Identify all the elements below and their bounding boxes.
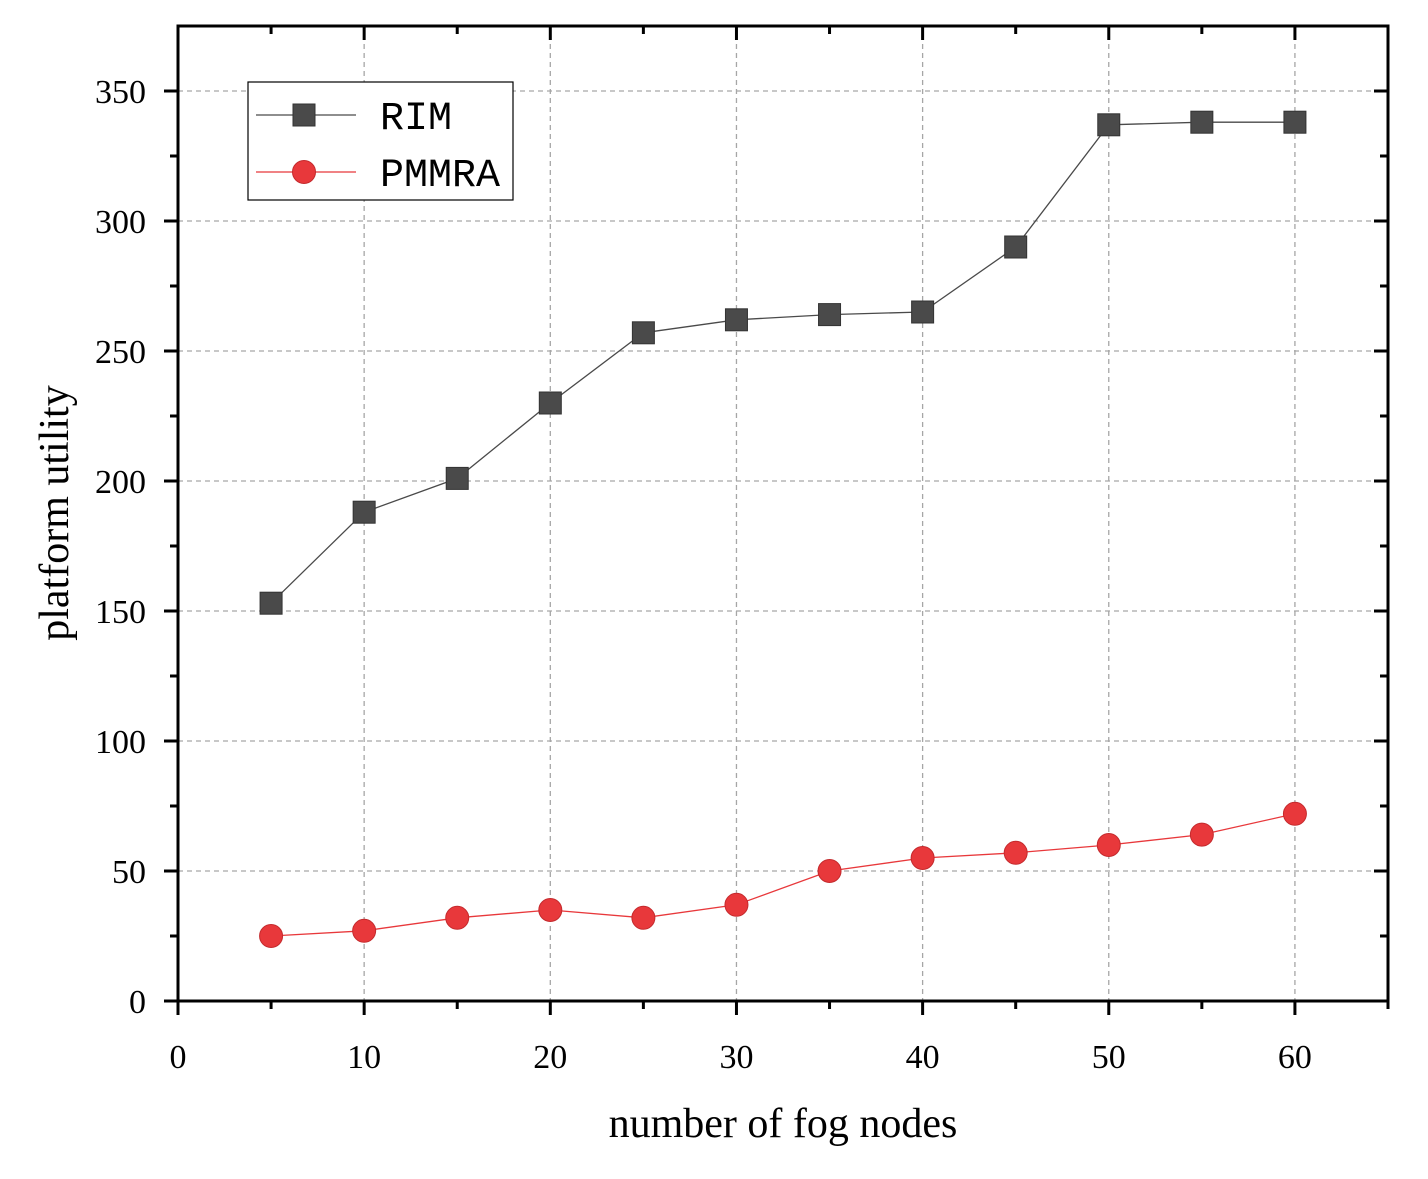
data-point-pmmra — [1189, 822, 1214, 847]
data-point-rim — [352, 500, 376, 524]
x-tick-label: 10 — [347, 1039, 381, 1076]
series-line-rim — [270, 121, 1295, 604]
data-point-rim — [445, 466, 469, 490]
axis-layer: 0 10 20 30 40 50 60 0 50 100 150 200 250 300 350 — [95, 26, 1390, 1076]
legend-marker-rim — [292, 103, 316, 127]
y-tick-label: 300 — [95, 204, 146, 241]
data-point-pmmra — [724, 892, 749, 917]
data-point-pmmra — [1096, 833, 1121, 857]
data-point-rim — [631, 321, 655, 345]
data-point-pmmra — [817, 859, 842, 883]
y-tick-label: 100 — [95, 724, 146, 761]
y-tick-label: 250 — [95, 334, 146, 371]
series-layer — [259, 110, 1307, 948]
data-point-pmmra — [445, 905, 470, 930]
y-axis-label: platform utility — [32, 385, 78, 640]
data-point-rim — [1190, 110, 1214, 134]
data-point-rim — [911, 300, 935, 324]
y-tick-label: 0 — [129, 984, 146, 1021]
data-point-pmmra — [1003, 840, 1028, 865]
plot-frame — [176, 24, 1390, 1003]
x-tick-label: 50 — [1092, 1039, 1126, 1076]
grid-layer — [178, 26, 1388, 1001]
legend-marker-pmmra — [292, 160, 316, 184]
x-tick-label: 20 — [533, 1039, 567, 1076]
y-tick-label: 350 — [95, 74, 146, 111]
data-point-pmmra — [1282, 801, 1307, 826]
data-point-pmmra — [538, 898, 563, 922]
data-point-rim — [724, 308, 748, 332]
y-tick-label: 150 — [95, 594, 146, 631]
legend-box — [247, 81, 514, 201]
series-line-pmmra — [271, 813, 1296, 937]
data-point-rim — [818, 303, 842, 327]
data-point-rim — [1004, 235, 1028, 259]
x-tick-label: 40 — [906, 1039, 940, 1076]
series-rim — [259, 110, 1307, 615]
data-point-pmmra — [631, 905, 656, 930]
x-tick-label: 60 — [1278, 1039, 1312, 1076]
legend: RIM PMMRA — [247, 81, 514, 201]
x-tick-label: 0 — [170, 1039, 187, 1076]
data-point-pmmra — [352, 918, 377, 943]
series-pmmra — [259, 801, 1307, 948]
x-axis-label: number of fog nodes — [609, 1101, 958, 1147]
data-point-rim — [1283, 110, 1307, 134]
data-point-pmmra — [910, 846, 935, 870]
data-point-rim — [1097, 113, 1121, 137]
legend-label-pmmra: PMMRA — [380, 154, 500, 199]
data-point-rim — [538, 391, 562, 415]
y-tick-label: 200 — [95, 464, 146, 501]
data-point-rim — [259, 591, 283, 615]
x-tick-label: 30 — [719, 1039, 753, 1076]
data-point-pmmra — [259, 924, 284, 948]
legend-label-rim: RIM — [380, 97, 452, 142]
y-tick-label: 50 — [112, 854, 146, 891]
